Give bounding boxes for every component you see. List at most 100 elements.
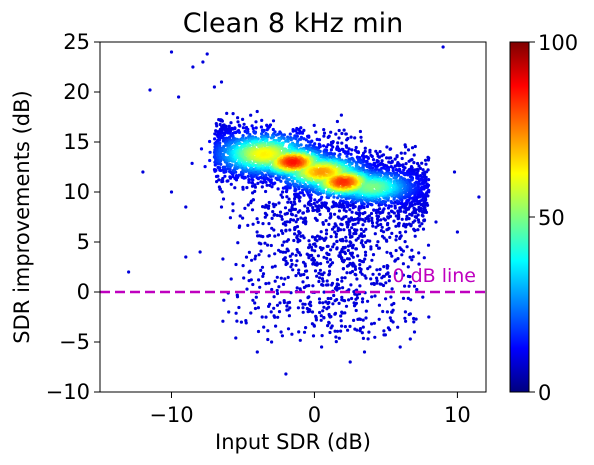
data-point <box>169 190 174 194</box>
data-point <box>330 261 335 265</box>
data-point <box>289 258 293 262</box>
data-point <box>398 230 402 235</box>
data-point <box>287 314 291 318</box>
data-point <box>326 296 330 301</box>
data-point <box>362 350 367 354</box>
data-point <box>328 258 332 262</box>
data-point <box>371 272 375 276</box>
data-point <box>256 329 261 334</box>
data-point <box>361 234 365 239</box>
data-point <box>369 203 373 207</box>
data-point <box>277 310 282 314</box>
data-point <box>324 169 328 173</box>
data-point <box>371 253 376 257</box>
data-point <box>266 243 270 247</box>
data-point <box>220 119 224 123</box>
data-point <box>408 172 413 176</box>
data-point <box>219 80 224 84</box>
data-point <box>141 170 145 174</box>
data-point <box>386 264 390 268</box>
data-point <box>359 198 363 202</box>
data-point <box>290 332 294 336</box>
data-point <box>342 215 346 219</box>
data-point <box>306 140 311 144</box>
data-points <box>127 45 481 376</box>
x-axis-label: Input SDR (dB) <box>215 430 371 454</box>
data-point <box>338 238 342 242</box>
data-point <box>360 331 364 335</box>
data-point <box>309 304 313 308</box>
data-point <box>290 252 294 256</box>
data-point <box>364 227 368 231</box>
data-point <box>331 200 335 204</box>
data-point <box>406 173 410 177</box>
data-point <box>378 267 382 271</box>
data-point <box>358 263 362 267</box>
data-point <box>260 265 265 269</box>
data-point <box>402 168 406 172</box>
data-point <box>322 305 326 309</box>
data-point <box>285 239 289 243</box>
data-point <box>351 246 355 250</box>
data-point <box>313 198 317 202</box>
data-point <box>318 237 322 241</box>
data-point <box>349 216 353 220</box>
data-point <box>408 337 412 341</box>
data-point <box>332 242 336 246</box>
data-point <box>223 150 227 154</box>
data-point <box>340 256 344 260</box>
data-point <box>394 224 398 228</box>
data-point <box>273 212 277 217</box>
data-point <box>248 269 252 273</box>
data-point <box>249 311 253 315</box>
y-tick-label: −5 <box>59 330 90 354</box>
data-point <box>380 225 384 229</box>
data-point <box>344 304 349 308</box>
data-point <box>370 221 375 225</box>
data-point <box>251 282 255 287</box>
data-point <box>294 274 298 278</box>
data-point <box>329 326 333 330</box>
data-point <box>317 297 322 301</box>
data-point <box>389 295 393 299</box>
data-point <box>221 139 225 143</box>
data-point <box>385 250 389 254</box>
data-point <box>279 193 283 197</box>
data-point <box>396 181 400 185</box>
data-point <box>320 201 324 205</box>
x-tick-label: 0 <box>308 403 321 427</box>
data-point <box>401 177 405 181</box>
data-point <box>215 124 219 128</box>
data-point <box>381 283 386 288</box>
data-point <box>297 131 302 135</box>
data-point <box>229 182 233 186</box>
data-point <box>263 144 267 148</box>
data-point <box>375 160 379 164</box>
data-point <box>307 256 311 260</box>
data-point <box>421 168 425 172</box>
data-point <box>322 131 327 135</box>
data-point <box>283 256 287 260</box>
data-point <box>354 273 358 277</box>
data-point <box>374 211 378 215</box>
data-point <box>281 250 285 254</box>
data-point <box>315 165 319 169</box>
data-point <box>318 164 322 168</box>
y-tick-label: 25 <box>63 30 90 54</box>
data-point <box>244 319 248 323</box>
data-point <box>323 201 327 205</box>
data-point <box>353 267 358 271</box>
data-point <box>340 310 344 314</box>
data-point <box>387 211 391 215</box>
data-point <box>382 265 386 269</box>
data-point <box>355 228 359 232</box>
data-point <box>378 197 382 202</box>
data-point <box>348 360 352 364</box>
data-point <box>332 195 336 199</box>
data-point <box>410 146 415 150</box>
data-point <box>363 257 367 261</box>
data-point <box>397 213 401 217</box>
data-point <box>410 258 414 262</box>
data-point <box>236 120 240 124</box>
data-point <box>218 151 222 155</box>
